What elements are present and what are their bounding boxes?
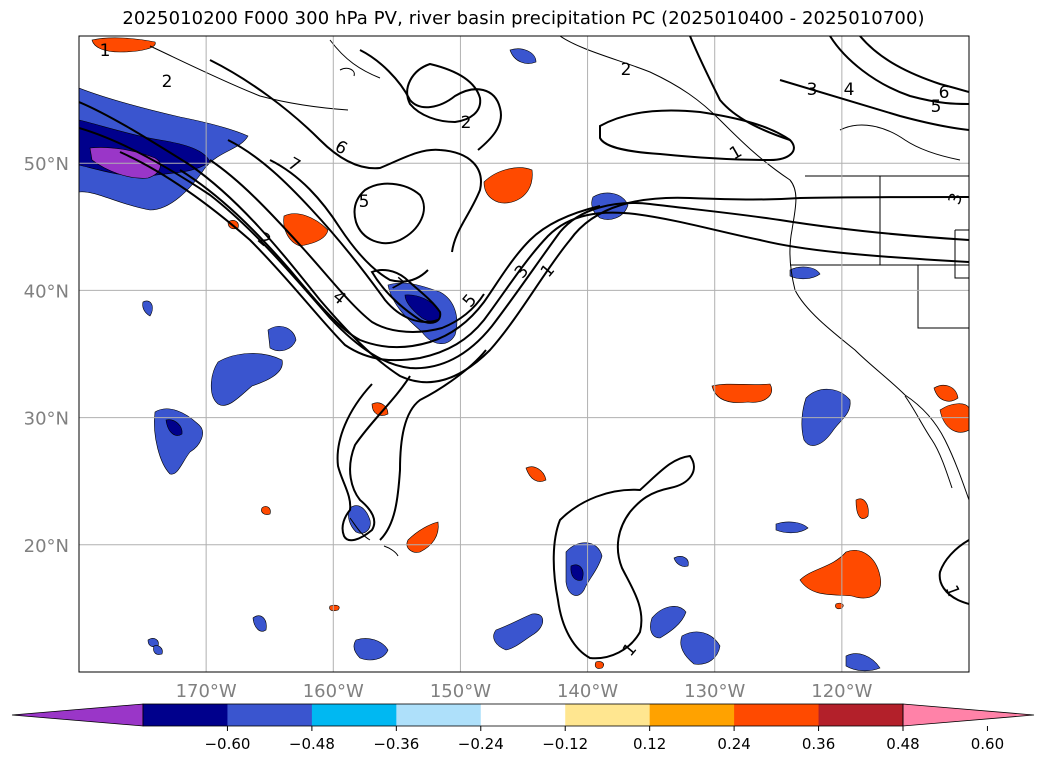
- lon-tick-label: 120°W: [811, 681, 872, 702]
- pv-contour: [209, 59, 482, 253]
- longitude-axis: 170°W 160°W 150°W 140°W 130°W 120°W: [176, 681, 873, 702]
- colorbar-tick-label: 0.12: [633, 735, 666, 753]
- pv-contour-label: 2: [621, 60, 632, 80]
- coastlines: [149, 36, 969, 557]
- colorbar-segment: [396, 704, 482, 726]
- lat-tick-label: 50°N: [24, 154, 69, 175]
- pv-contour-label: 1: [100, 41, 111, 61]
- lon-tick-label: 130°W: [684, 681, 745, 702]
- pv-contour-label: 2: [162, 72, 173, 92]
- pv-contour: [209, 159, 485, 333]
- pv-contour: [689, 36, 791, 141]
- colorbar-tick-label: −0.60: [204, 735, 250, 753]
- map-title: 2025010200 F000 300 hPa PV, river basin …: [122, 8, 925, 29]
- colorbar-segment: [480, 704, 566, 726]
- colorbar-tick-label: −0.36: [373, 735, 419, 753]
- pv-contour-label: 3: [807, 80, 818, 100]
- pv-contour-label: 6: [939, 83, 950, 103]
- colorbar-outline: [142, 703, 904, 727]
- pv-contour: [353, 182, 425, 245]
- pv-contour: [552, 454, 695, 660]
- lon-tick-label: 170°W: [176, 681, 237, 702]
- pv-contour: [179, 169, 601, 348]
- lat-tick-label: 30°N: [24, 409, 69, 430]
- pv-contour: [359, 49, 502, 151]
- colorbar-tick-label: −0.24: [458, 735, 504, 753]
- colorbar: −0.60 −0.48 −0.36 −0.24 −0.12 0.12 0.24 0.36 0.4…: [11, 703, 1035, 753]
- lat-tick-label: 20°N: [24, 536, 69, 557]
- pv-contour: [379, 349, 487, 541]
- pv-contour: [79, 127, 969, 370]
- colorbar-tick-label: 0.60: [971, 735, 1004, 753]
- latitude-axis: 50°N 40°N 30°N 20°N: [24, 154, 69, 557]
- colorbar-segment: [818, 704, 904, 726]
- colorbar-segment: [649, 704, 735, 726]
- pv-contour: [227, 139, 439, 323]
- colorbar-segment: [311, 704, 397, 726]
- pv-contour: [938, 539, 969, 605]
- colorbar-tick-label: 0.48: [886, 735, 919, 753]
- colorbar-tick-label: 0.24: [717, 735, 750, 753]
- pv-contour: [779, 79, 969, 131]
- lon-tick-label: 150°W: [430, 681, 491, 702]
- pv-contour-label: 5: [931, 97, 942, 117]
- colorbar-extend-low: [11, 703, 144, 727]
- pv-contour-label: 4: [844, 80, 855, 100]
- pv-contour: [336, 375, 411, 542]
- map-frame: [78, 35, 970, 673]
- pv-contour: [370, 269, 442, 324]
- colorbar-tick-label: −0.48: [289, 735, 335, 753]
- colorbar-segment: [565, 704, 651, 726]
- lon-tick-label: 160°W: [303, 681, 364, 702]
- colorbar-tick-label: −0.12: [542, 735, 588, 753]
- lon-tick-label: 140°W: [557, 681, 618, 702]
- colorbar-segment: [227, 704, 313, 726]
- colorbar-segment: [143, 704, 228, 726]
- pv-contour: [859, 36, 969, 93]
- pv-contour: [79, 101, 969, 384]
- pv-contours: [79, 36, 969, 660]
- colorbar-tick-label: 0.36: [802, 735, 835, 753]
- pv-contour: [599, 109, 795, 162]
- pv-contour-label: 5: [359, 192, 370, 212]
- pv-contour: [406, 62, 482, 124]
- pv-contour: [829, 36, 969, 105]
- colorbar-segment: [734, 704, 820, 726]
- pv-contour: [119, 151, 969, 362]
- pv-contour-label: 2: [461, 113, 472, 133]
- colorbar-extend-high: [902, 703, 1035, 727]
- lat-tick-label: 40°N: [24, 281, 69, 302]
